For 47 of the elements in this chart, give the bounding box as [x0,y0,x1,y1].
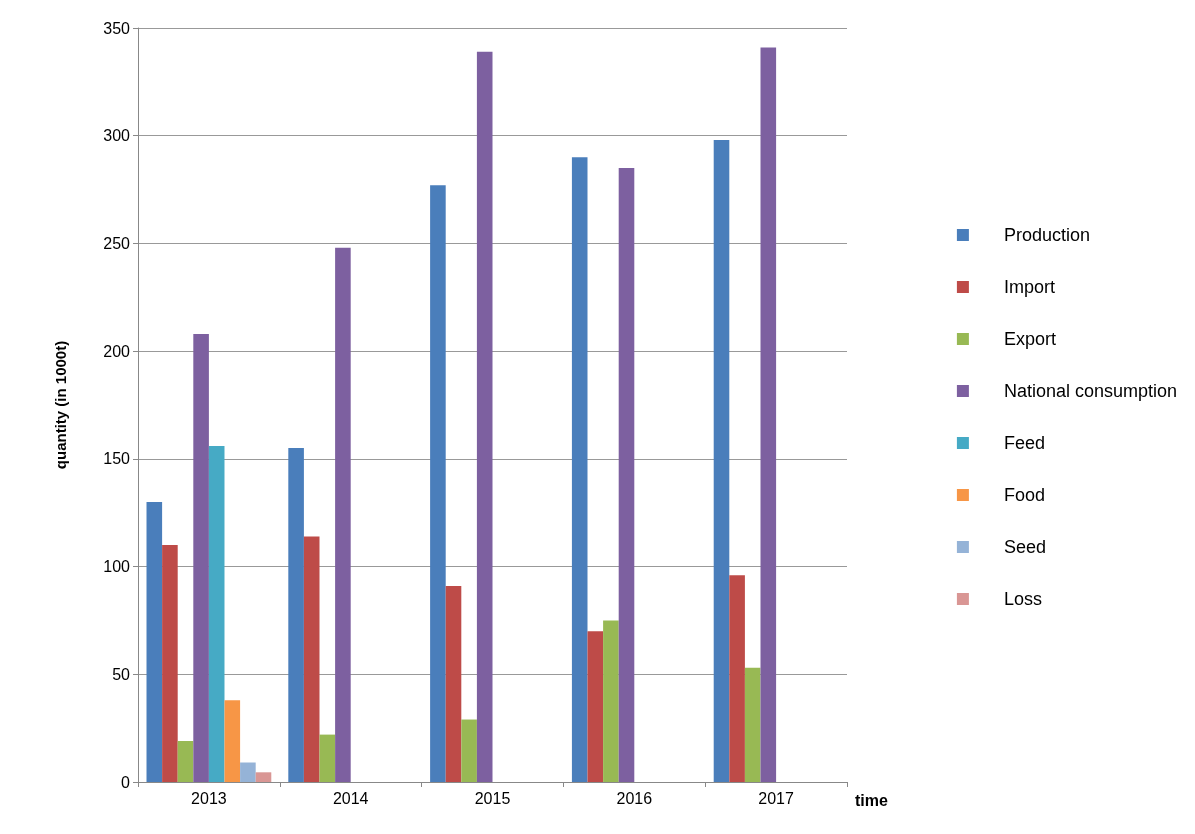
bar [476,51,493,782]
bar [303,536,320,782]
y-tick-label: 50 [112,665,131,683]
legend-label: Feed [1003,433,1045,453]
x-axis-title: time [855,791,888,809]
y-tick-label: 100 [103,558,131,576]
bar [713,140,730,782]
y-tick-label: 200 [103,342,131,360]
bar [461,719,477,782]
legend-label: Seed [1003,537,1046,557]
legend-label: Export [1003,329,1056,349]
bar [445,585,462,782]
bar [177,741,194,782]
bar [240,762,256,782]
legend-label: National consumption [1003,381,1178,401]
bar [162,545,178,782]
bar [729,575,745,782]
bar [603,620,619,782]
legend-label: Production [1003,225,1090,245]
legend-label: Food [1003,485,1045,505]
bar [760,47,777,782]
y-tick-label: 250 [103,234,131,252]
y-tick-label: 150 [103,450,131,468]
x-tick-label: 2016 [616,789,653,807]
bar [193,333,209,782]
legend-label: Import [1003,277,1055,297]
bar [146,501,163,782]
bar [288,448,304,782]
y-axis-title: quantity (in 1000t) [52,340,69,470]
bar [255,772,272,782]
bar [587,631,604,782]
x-tick-label: 2013 [191,789,227,807]
y-tick-label: 0 [121,773,131,791]
x-tick-label: 2017 [758,789,794,807]
bar [208,445,225,782]
y-tick-label: 300 [103,127,131,145]
x-tick-label: 2015 [474,789,511,807]
y-tick-label: 350 [103,19,131,37]
x-tick-label: 2014 [332,789,369,807]
legend-label: Loss [1003,589,1042,609]
bar [319,734,336,782]
bar [744,667,761,782]
bar [224,700,241,782]
bar [571,157,588,782]
bar [335,247,351,782]
bar [618,168,635,782]
bar [430,185,446,782]
